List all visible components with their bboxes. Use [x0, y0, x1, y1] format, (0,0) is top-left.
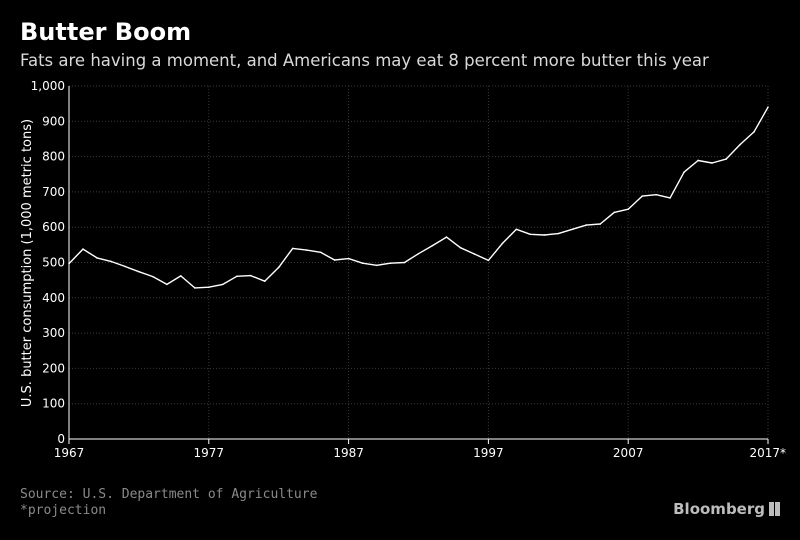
- data-point: [152, 275, 154, 278]
- data-point: [291, 247, 294, 250]
- y-tick-label: 500: [42, 256, 65, 270]
- data-point: [319, 251, 322, 254]
- projection-note: *projection: [20, 503, 107, 518]
- data-point: [585, 224, 588, 226]
- y-tick-label: 100: [42, 397, 65, 411]
- data-point: [82, 248, 84, 250]
- data-point: [277, 266, 280, 269]
- data-point: [389, 262, 392, 265]
- data-point: [557, 232, 560, 235]
- data-point: [431, 244, 434, 247]
- brand-name: Bloomberg: [673, 500, 765, 518]
- data-point: [641, 195, 643, 197]
- data-point: [529, 233, 532, 236]
- chart-title: Butter Boom: [20, 18, 192, 46]
- data-point: [347, 257, 350, 260]
- tick-labels: 0 100 200 300 400 500 600 700 800 900 1,000 1967 197…: [31, 79, 786, 460]
- data-point: [221, 283, 224, 286]
- data-point: [613, 211, 616, 214]
- data-point: [473, 253, 476, 255]
- x-tick-label: 2017*: [749, 446, 786, 460]
- y-tick-label: 1,000: [31, 79, 65, 93]
- source-note: Source: U.S. Department of Agriculture: [20, 487, 318, 502]
- x-tick-label: 2007: [613, 446, 644, 460]
- y-tick-label: 600: [42, 220, 65, 234]
- data-point: [655, 193, 657, 196]
- data-point: [110, 260, 112, 263]
- data-point: [263, 280, 266, 283]
- y-tick-label: 800: [42, 150, 65, 164]
- data-point: [305, 249, 308, 251]
- data-point: [194, 287, 196, 289]
- data-point: [124, 265, 126, 268]
- y-tick-label: 400: [42, 291, 65, 305]
- data-point: [571, 228, 574, 231]
- y-axis-label: U.S. butter consumption (1,000 metric to…: [20, 119, 35, 407]
- data-point: [459, 246, 462, 249]
- data-point: [68, 262, 70, 265]
- data-point: [543, 234, 546, 236]
- y-tick-label: 900: [42, 114, 65, 128]
- data-point: [166, 283, 168, 286]
- x-tick-label: 1997: [473, 446, 504, 460]
- data-point: [403, 261, 406, 264]
- x-tick-label: 1987: [333, 446, 364, 460]
- y-tick-label: 200: [42, 361, 65, 375]
- data-point: [683, 171, 685, 173]
- data-point: [361, 262, 364, 265]
- x-tick-label: 1977: [194, 446, 225, 460]
- y-tick-label: 0: [57, 432, 65, 446]
- data-point: [445, 236, 448, 238]
- data-point: [208, 286, 210, 289]
- data-point: [753, 131, 755, 133]
- x-tick-label: 1967: [54, 446, 85, 460]
- series: [68, 106, 769, 289]
- chart-subtitle: Fats are having a moment, and Americans …: [20, 51, 709, 70]
- data-point: [333, 259, 336, 261]
- data-point: [739, 143, 741, 146]
- data-point: [599, 223, 602, 225]
- series-line-butter-consumption: [68, 106, 769, 289]
- data-point: [697, 159, 699, 162]
- data-point: [711, 162, 713, 164]
- brand-logo: Bloomberg: [673, 500, 780, 518]
- data-point: [725, 158, 727, 160]
- bloomberg-mark-icon: [769, 502, 780, 516]
- data-point: [249, 274, 252, 277]
- data-point: [669, 197, 671, 199]
- data-point: [375, 264, 378, 267]
- data-point: [180, 275, 182, 277]
- data-point: [627, 208, 629, 210]
- data-point: [235, 275, 238, 278]
- data-point: [138, 270, 140, 273]
- data-point: [767, 106, 769, 108]
- axes: [68, 86, 769, 444]
- data-point: [96, 257, 98, 259]
- data-point: [501, 242, 504, 245]
- data-point: [515, 228, 518, 231]
- data-point: [487, 259, 490, 262]
- grid-lines: [69, 85, 769, 439]
- data-point: [417, 252, 420, 255]
- y-tick-label: 300: [42, 326, 65, 340]
- y-tick-label: 700: [42, 185, 65, 199]
